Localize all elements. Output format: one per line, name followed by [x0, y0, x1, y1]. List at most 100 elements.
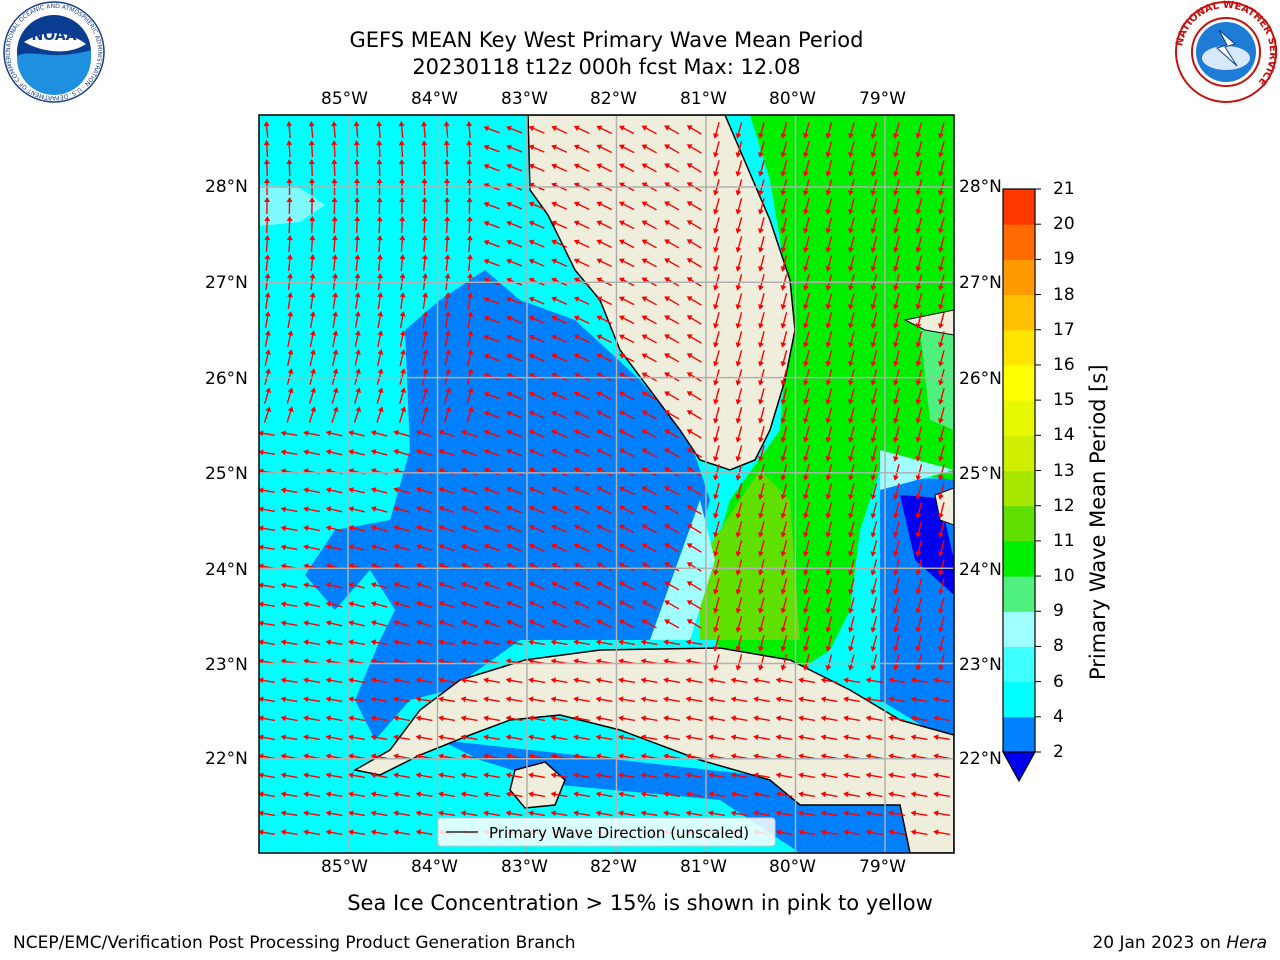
wave-direction-arrow — [641, 258, 657, 268]
wave-direction-arrow — [483, 505, 500, 514]
wave-direction-arrow — [775, 810, 793, 817]
wave-direction-arrow — [870, 502, 878, 519]
wave-direction-arrow — [664, 600, 680, 610]
wave-direction-arrow — [938, 597, 945, 614]
wave-direction-arrow — [888, 696, 906, 703]
wave-direction-arrow — [825, 369, 833, 386]
wave-direction-arrow — [865, 810, 883, 817]
colorbar-segment — [1003, 400, 1035, 436]
wave-direction-arrow — [438, 543, 455, 552]
wave-direction-arrow — [870, 274, 878, 291]
wave-direction-arrow — [483, 239, 500, 248]
wave-direction-arrow — [713, 331, 720, 348]
wave-direction-arrow — [325, 734, 343, 741]
wave-direction-arrow — [348, 677, 366, 684]
wave-direction-arrow — [348, 525, 365, 532]
colorbar-tick-label: 20 — [1053, 214, 1075, 235]
wave-direction-arrow — [259, 601, 276, 608]
wave-direction-arrow — [825, 559, 833, 576]
colorbar-tick-label: 11 — [1053, 530, 1075, 551]
wave-direction-arrow — [280, 772, 298, 779]
lat-label: 24°N — [959, 560, 1002, 580]
wave-direction-arrow — [573, 581, 590, 591]
wave-direction-arrow — [460, 677, 478, 684]
wave-direction-arrow — [735, 350, 743, 367]
wave-direction-arrow — [287, 292, 294, 310]
wave-direction-arrow — [664, 581, 680, 591]
wave-direction-arrow — [664, 429, 680, 439]
wave-direction-arrow — [460, 715, 478, 722]
region-blue-gulf — [305, 270, 710, 740]
wave-direction-arrow — [460, 639, 478, 646]
wave-direction-arrow — [865, 772, 883, 779]
wave-direction-arrow — [438, 734, 456, 741]
wave-direction-arrow — [888, 772, 906, 779]
svg-text:NOAA: NOAA — [32, 28, 77, 44]
wave-direction-arrow — [758, 521, 765, 538]
wave-direction-arrow — [483, 639, 501, 646]
wave-direction-arrow — [528, 562, 545, 571]
wave-direction-arrow — [280, 506, 298, 513]
wave-direction-arrow — [803, 426, 810, 443]
lon-label: 83°W — [501, 89, 548, 109]
wave-direction-arrow — [758, 274, 765, 291]
wave-direction-arrow — [798, 715, 816, 722]
wave-direction-arrow — [528, 791, 546, 798]
wave-direction-arrow — [348, 810, 366, 817]
wave-direction-arrow — [915, 122, 923, 139]
wave-direction-arrow — [686, 220, 702, 230]
wave-direction-arrow — [735, 369, 743, 386]
wave-direction-arrow — [893, 654, 900, 671]
wave-direction-arrow — [483, 810, 501, 817]
wave-direction-arrow — [619, 524, 635, 534]
wave-direction-arrow — [664, 163, 680, 173]
wave-direction-arrow — [466, 406, 474, 423]
wave-direction-arrow — [483, 619, 500, 628]
wave-direction-arrow — [820, 715, 838, 722]
wave-direction-arrow — [264, 292, 271, 310]
wave-direction-arrow — [551, 296, 568, 305]
wave-direction-arrow — [596, 524, 612, 534]
wave-direction-arrow — [550, 696, 568, 703]
wave-direction-arrow — [735, 559, 743, 576]
wave-direction-arrow — [259, 525, 276, 532]
wave-direction-arrow — [596, 505, 612, 515]
wave-direction-arrow — [803, 255, 810, 272]
wave-direction-arrow — [825, 483, 833, 500]
wave-direction-arrow — [461, 429, 478, 438]
wave-direction-arrow — [758, 198, 765, 215]
wave-direction-arrow — [735, 654, 743, 671]
wave-direction-arrow — [348, 772, 366, 779]
wave-direction-arrow — [780, 540, 788, 557]
wave-direction-arrow — [933, 829, 951, 836]
wave-direction-arrow — [893, 160, 900, 177]
wave-direction-arrow — [803, 597, 810, 614]
wave-direction-arrow — [664, 486, 680, 496]
wave-direction-arrow — [376, 254, 383, 272]
wave-direction-arrow — [803, 350, 810, 367]
wave-direction-arrow — [286, 235, 293, 253]
wave-direction-arrow — [354, 311, 361, 328]
wave-direction-arrow — [528, 677, 546, 684]
wave-direction-arrow — [303, 506, 320, 513]
wave-direction-arrow — [735, 236, 743, 253]
wave-direction-arrow — [848, 217, 855, 234]
wave-direction-arrow — [573, 410, 590, 420]
wave-direction-arrow — [528, 391, 545, 400]
wave-direction-arrow — [848, 160, 855, 177]
wave-direction-arrow — [551, 600, 568, 609]
wave-direction-arrow — [893, 388, 900, 405]
wave-direction-arrow — [619, 334, 635, 344]
wave-direction-arrow — [938, 445, 945, 462]
wave-direction-arrow — [775, 753, 793, 760]
wave-direction-arrow — [303, 791, 321, 798]
wave-direction-arrow — [803, 236, 810, 253]
wave-direction-arrow — [933, 753, 951, 760]
wave-direction-arrow — [870, 597, 878, 614]
wave-direction-arrow — [803, 312, 810, 329]
wave-direction-arrow — [438, 791, 456, 798]
wave-direction-arrow — [825, 578, 833, 595]
wave-direction-arrow — [348, 734, 366, 741]
wave-direction-arrow — [893, 407, 900, 424]
wave-direction-arrow — [393, 639, 411, 646]
